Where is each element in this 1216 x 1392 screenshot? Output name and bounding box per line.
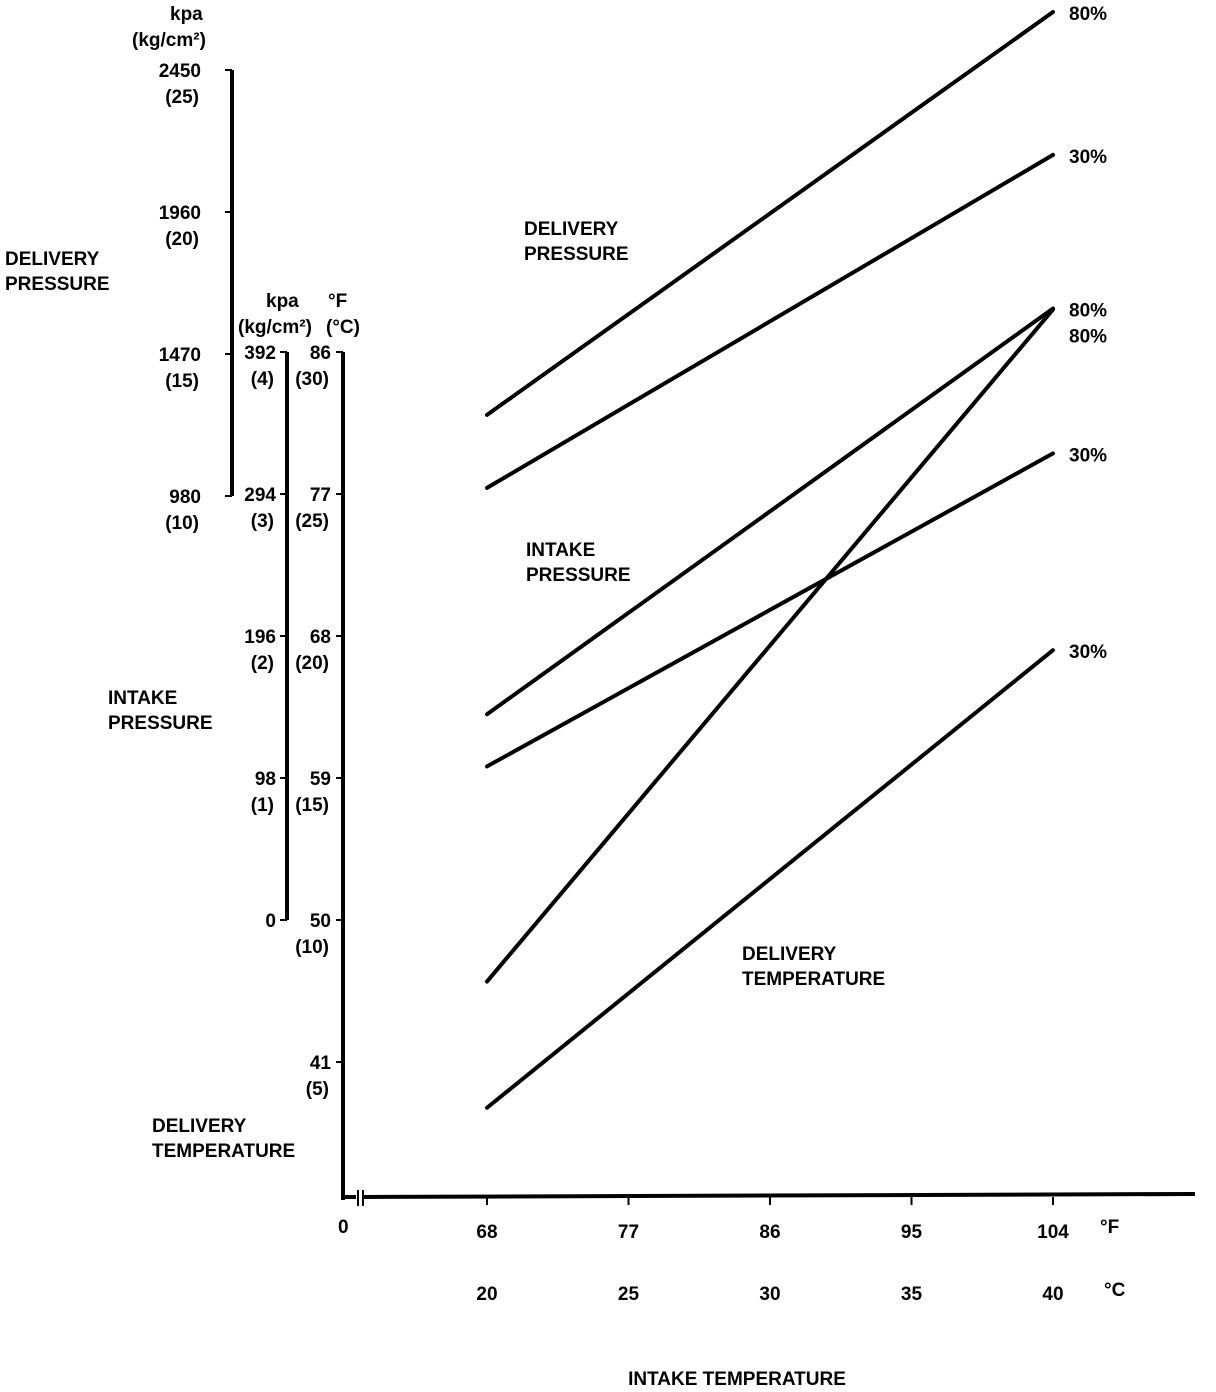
series-line-delivery_temperature-30pct	[485, 648, 1055, 1110]
y-tick-sublabel: (4)	[251, 369, 274, 390]
y-tick-label: 98	[255, 769, 276, 790]
series-lines	[485, 10, 1055, 1110]
annotation-delivery_temperature: DELIVERY	[742, 944, 837, 965]
y-tick-label: 1470	[159, 345, 201, 366]
y-axis-unit: (°C)	[326, 317, 360, 338]
y-axis-title: INTAKE	[108, 688, 177, 709]
y-axis-title: PRESSURE	[108, 713, 213, 734]
labels: 2450(25)1960(20)1470(15)980(10)kpa(kg/cm…	[5, 4, 1126, 1390]
y-axis-title: DELIVERY	[5, 249, 100, 270]
y-tick-sublabel: (1)	[251, 795, 274, 816]
x-tick-label-c: 40	[1042, 1284, 1063, 1305]
annotation-intake_pressure: PRESSURE	[526, 565, 631, 586]
y-axis-title: DELIVERY	[152, 1116, 247, 1137]
y-tick-sublabel: (2)	[251, 653, 274, 674]
series-line-delivery_temperature-80pct	[485, 307, 1055, 984]
y-axis-title: TEMPERATURE	[152, 1141, 295, 1162]
series-line-delivery_pressure-80pct	[485, 10, 1055, 417]
x-unit-c: °C	[1104, 1280, 1126, 1301]
y-tick-sublabel: (30)	[295, 369, 329, 390]
series-label: 80%	[1069, 301, 1107, 322]
y-axis-unit: kpa	[266, 291, 299, 312]
y-axis-unit: kpa	[170, 4, 203, 25]
x-tick-label-c: 25	[618, 1284, 640, 1305]
x-tick-label-f: 77	[618, 1222, 639, 1243]
x-tick-label-c: 30	[759, 1284, 780, 1305]
y-tick-sublabel: (10)	[295, 937, 329, 958]
series-label: 30%	[1069, 445, 1107, 466]
y-tick-sublabel: (10)	[165, 513, 199, 534]
y-tick-label: 59	[310, 769, 331, 790]
y-tick-sublabel: (20)	[295, 653, 329, 674]
series-line-intake_pressure-80pct	[485, 306, 1055, 717]
y-tick-sublabel: (15)	[165, 371, 199, 392]
annotation-delivery_temperature: TEMPERATURE	[742, 969, 885, 990]
annotation-delivery_pressure: PRESSURE	[524, 244, 629, 265]
x-axis-title: INTAKE TEMPERATURE	[628, 1369, 846, 1390]
annotation-delivery_pressure: DELIVERY	[524, 219, 619, 240]
y-tick-label: 68	[310, 627, 331, 648]
y-tick-label: 196	[244, 627, 276, 648]
axes	[225, 69, 1196, 1206]
series-line-intake_pressure-30pct	[485, 451, 1055, 769]
y-axis-title: PRESSURE	[5, 274, 110, 295]
series-label: 80%	[1069, 4, 1107, 25]
y-axis-unit: (kg/cm²)	[238, 317, 312, 338]
y-tick-label: 980	[169, 487, 201, 508]
x-tick-label-f: 68	[476, 1222, 497, 1243]
x-unit-f: °F	[1100, 1217, 1119, 1238]
series-line-delivery_pressure-30pct	[485, 152, 1055, 490]
x-axis-start	[341, 1195, 356, 1200]
y-tick-label: 392	[244, 343, 276, 364]
y-tick-label: 2450	[159, 61, 201, 82]
y-tick-label: 86	[310, 343, 331, 364]
y-tick-sublabel: (25)	[295, 511, 329, 532]
y-tick-label: 0	[265, 911, 276, 932]
x-origin-label: 0	[338, 1217, 349, 1238]
x-tick-label-c: 20	[476, 1284, 497, 1305]
series-label: 30%	[1069, 642, 1107, 663]
x-axis	[362, 1192, 1196, 1199]
y-tick-sublabel: (25)	[165, 87, 199, 108]
annotation-intake_pressure: INTAKE	[526, 540, 595, 561]
y-tick-label: 50	[310, 911, 331, 932]
y-tick-sublabel: (15)	[295, 795, 329, 816]
series-label: 30%	[1069, 147, 1107, 168]
x-tick-label-c: 35	[901, 1284, 923, 1305]
y-tick-label: 1960	[159, 203, 201, 224]
y-tick-label: 77	[310, 485, 331, 506]
series-label: 80%	[1069, 327, 1107, 348]
x-tick-label-f: 95	[901, 1222, 923, 1243]
x-tick-label-f: 104	[1037, 1222, 1069, 1243]
y-tick-label: 294	[244, 485, 276, 506]
y-tick-label: 41	[310, 1053, 332, 1074]
y-tick-sublabel: (5)	[306, 1079, 329, 1100]
x-tick-label-f: 86	[759, 1222, 780, 1243]
y-axis-unit: (kg/cm²)	[132, 30, 206, 51]
y-axis-unit: °F	[328, 291, 347, 312]
y-tick-sublabel: (3)	[251, 511, 274, 532]
y-tick-sublabel: (20)	[165, 229, 199, 250]
